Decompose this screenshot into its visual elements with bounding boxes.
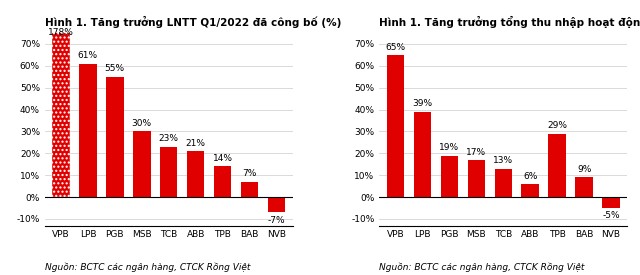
Text: 9%: 9%	[577, 165, 591, 174]
Text: -5%: -5%	[602, 211, 620, 220]
Bar	[522, 184, 539, 197]
Text: 30%: 30%	[132, 119, 152, 128]
Text: 29%: 29%	[547, 121, 567, 130]
Bar	[387, 55, 404, 197]
Bar	[160, 147, 177, 197]
Text: -7%: -7%	[268, 216, 285, 225]
Bar	[575, 177, 593, 197]
Bar	[241, 182, 259, 197]
Bar	[468, 160, 485, 197]
Text: 55%: 55%	[105, 64, 125, 73]
Text: 14%: 14%	[212, 154, 232, 163]
Text: 7%: 7%	[243, 169, 257, 178]
Bar	[106, 77, 124, 197]
Text: 23%: 23%	[159, 134, 179, 144]
Bar	[268, 197, 285, 212]
Bar	[548, 134, 566, 197]
Text: 6%: 6%	[523, 172, 538, 181]
Text: Hình 1. Tăng trưởng tổng thu nhập hoạt động Q1/2022 (%): Hình 1. Tăng trưởng tổng thu nhập hoạt đ…	[380, 16, 640, 28]
Text: 178%: 178%	[48, 28, 74, 37]
Text: 17%: 17%	[467, 148, 486, 156]
Bar	[413, 112, 431, 197]
Text: 65%: 65%	[385, 43, 406, 52]
Text: Hình 1. Tăng trưởng LNTT Q1/2022 đã công bố (%): Hình 1. Tăng trưởng LNTT Q1/2022 đã công…	[45, 16, 341, 28]
Bar	[79, 64, 97, 197]
Bar	[602, 197, 620, 208]
Text: Nguồn: BCTC các ngân hàng, CTCK Rồng Việt: Nguồn: BCTC các ngân hàng, CTCK Rồng Việ…	[45, 262, 250, 272]
Text: 13%: 13%	[493, 156, 513, 165]
Text: 19%: 19%	[439, 143, 460, 152]
Bar	[187, 151, 204, 197]
Bar	[214, 166, 231, 197]
Bar	[133, 131, 150, 197]
Text: Nguồn: BCTC các ngân hàng, CTCK Rồng Việt: Nguồn: BCTC các ngân hàng, CTCK Rồng Việ…	[380, 262, 585, 272]
Bar	[52, 0, 70, 197]
Text: 21%: 21%	[186, 139, 205, 148]
Text: 61%: 61%	[78, 51, 98, 60]
Bar	[441, 155, 458, 197]
Bar	[495, 169, 512, 197]
Text: 39%: 39%	[412, 100, 433, 108]
